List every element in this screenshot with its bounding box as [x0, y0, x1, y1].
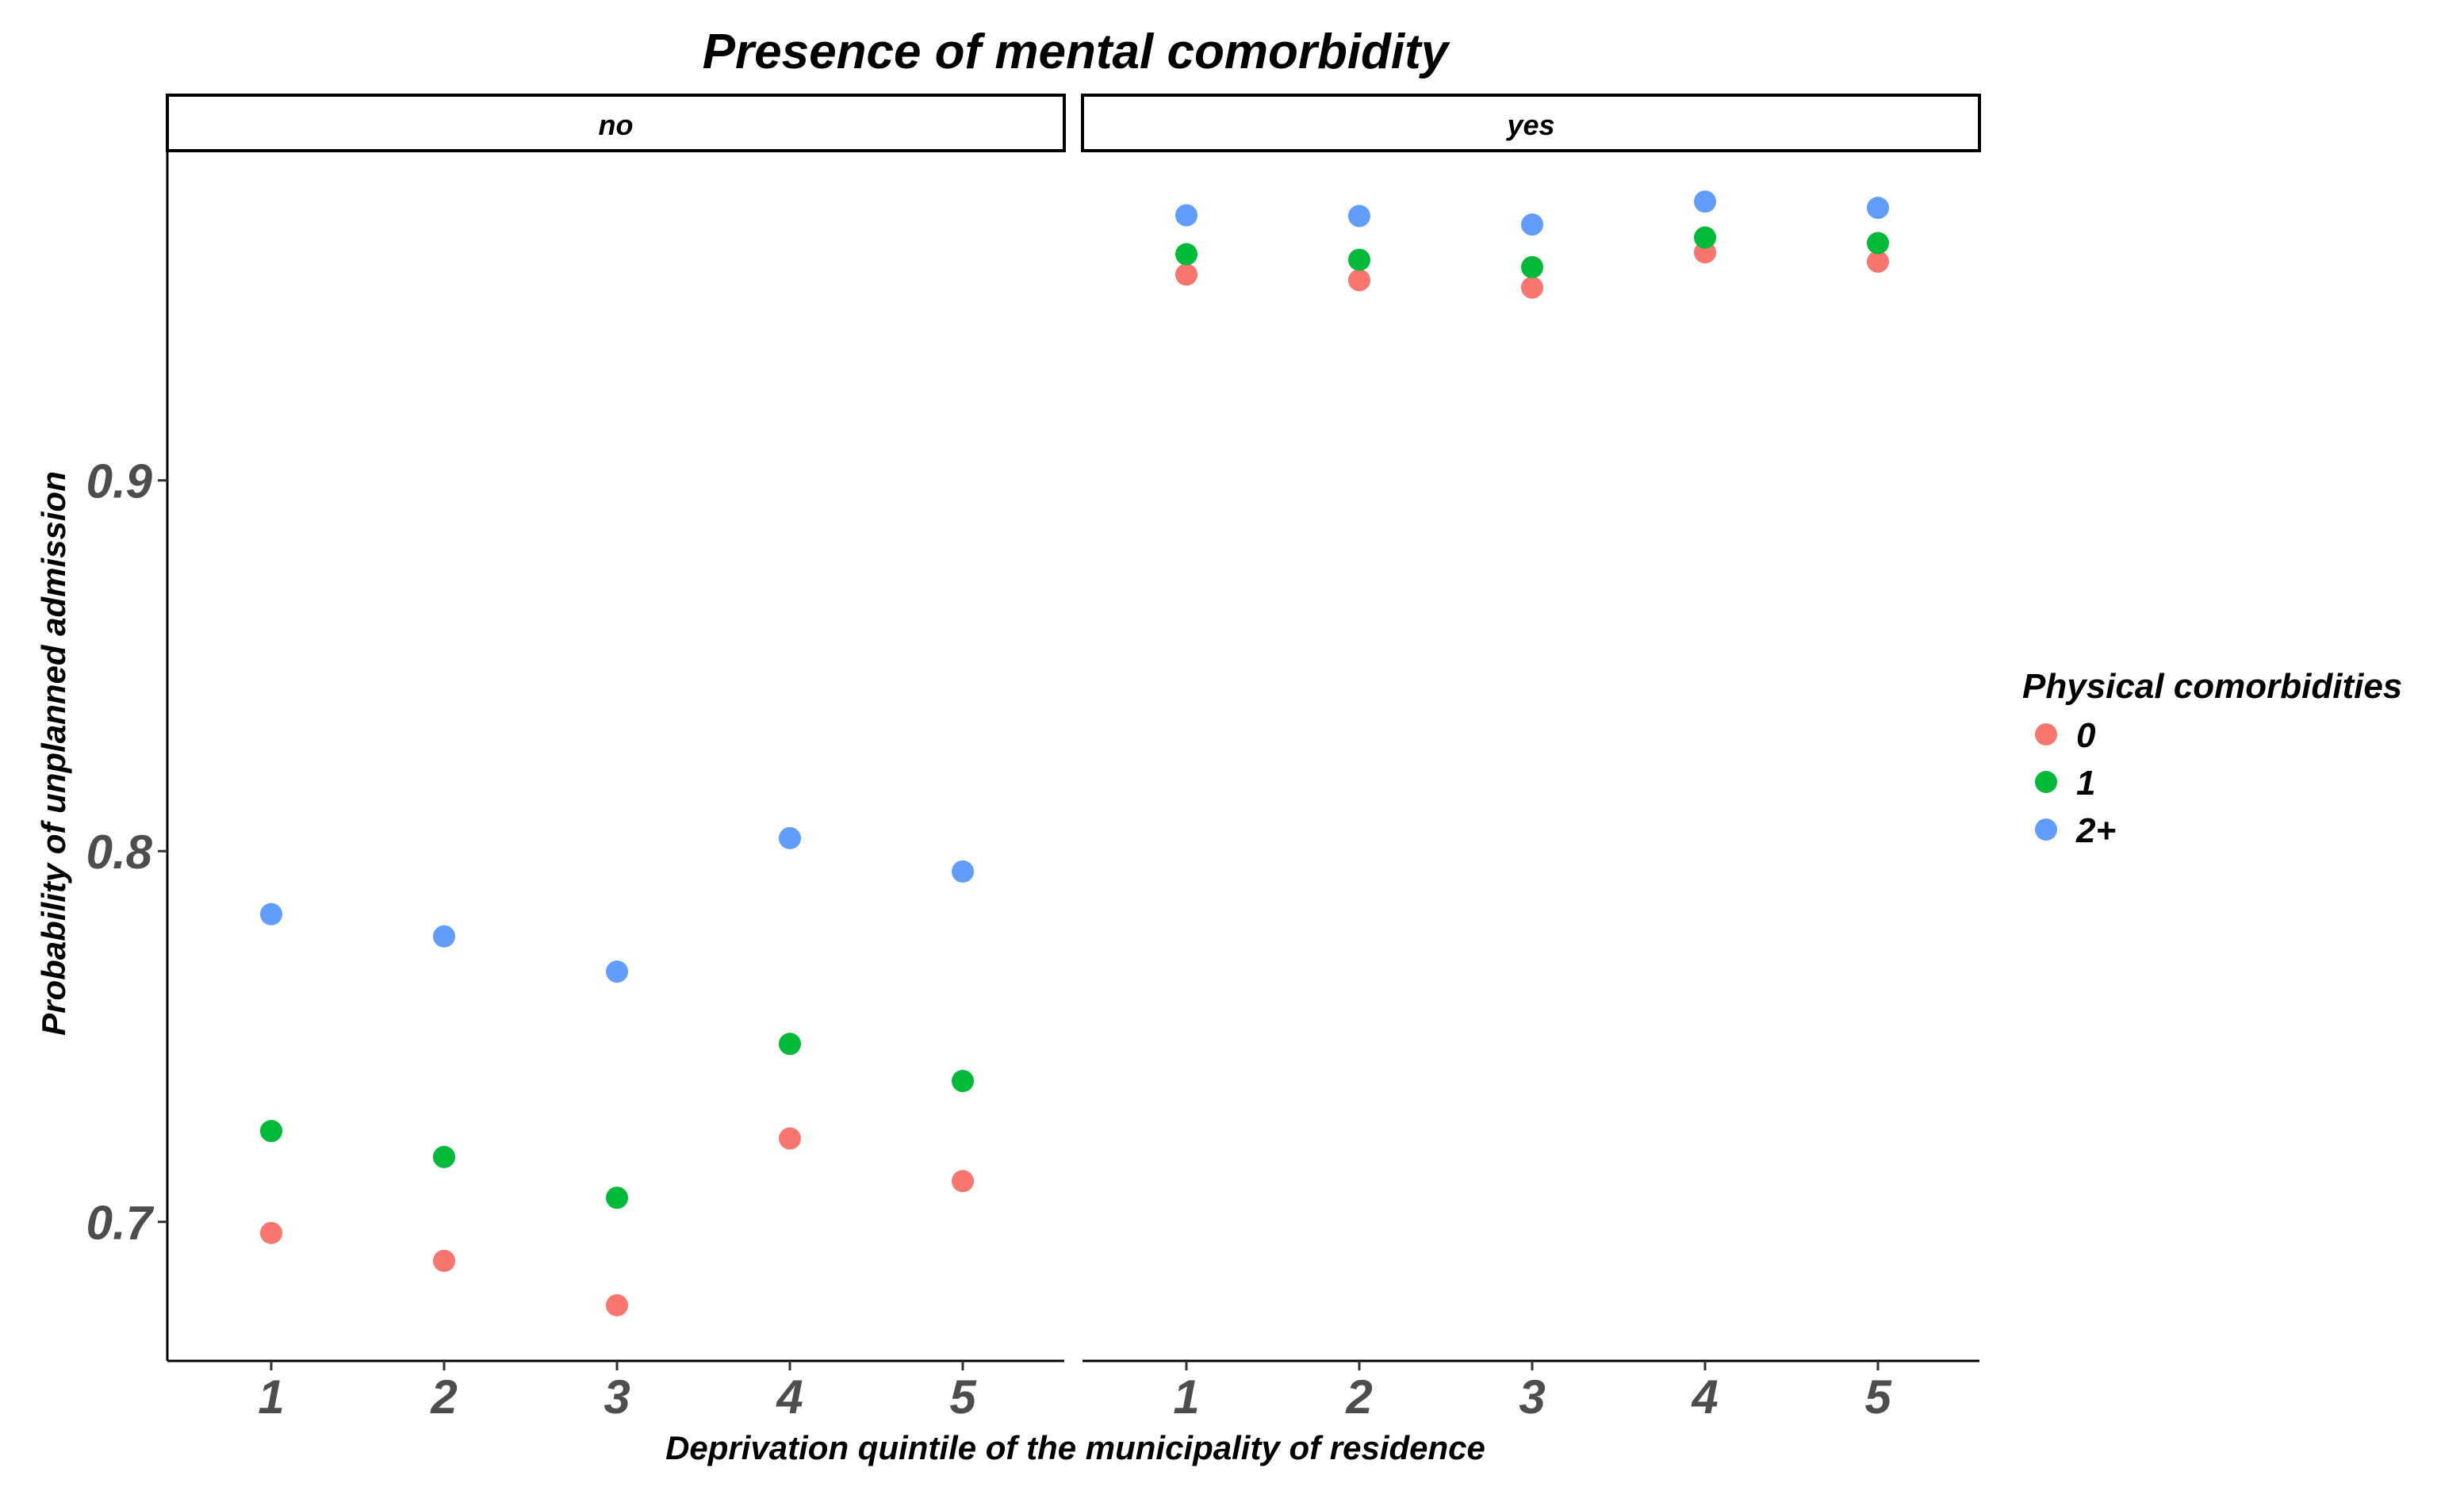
data-point-no-series-0-q1 — [260, 1221, 282, 1244]
x-tick-label: 4 — [1691, 1370, 1718, 1424]
data-point-yes-series-1-q4 — [1694, 226, 1716, 249]
x-tick-label: 5 — [1864, 1370, 1892, 1424]
data-point-no-series-1-q3 — [606, 1186, 628, 1209]
x-tick-label: 3 — [604, 1370, 630, 1424]
facet-panel-yes: yes 1 2 3 4 5 — [1081, 94, 1981, 1424]
legend-key-2+ — [2035, 818, 2057, 841]
x-tick-label: 1 — [1173, 1370, 1199, 1424]
facet-strip-label: yes — [1505, 109, 1554, 141]
data-point-yes-series-2+-q1 — [1175, 204, 1198, 227]
data-point-yes-series-0-q3 — [1521, 276, 1543, 299]
data-point-no-series-2+-q3 — [606, 960, 628, 983]
data-point-no-series-0-q3 — [606, 1293, 628, 1316]
data-point-yes-series-1-q2 — [1348, 248, 1370, 271]
data-point-no-series-1-q1 — [260, 1120, 282, 1143]
data-point-yes-series-0-q1 — [1175, 263, 1198, 286]
data-point-no-series-2+-q1 — [260, 903, 282, 926]
legend-label: 2+ — [2075, 811, 2116, 850]
legend-title: Physical comorbidities — [2022, 667, 2402, 706]
data-point-yes-series-2+-q5 — [1867, 197, 1889, 220]
y-tick-label: 0.8 — [86, 826, 153, 879]
legend-label: 0 — [2076, 716, 2096, 755]
data-point-yes-series-2+-q2 — [1348, 205, 1370, 228]
y-axis: 0.7 0.8 0.9 — [86, 152, 169, 1361]
chart-title: Presence of mental comorbidity — [703, 25, 1451, 79]
data-point-yes-series-1-q3 — [1521, 255, 1543, 278]
legend-label: 1 — [2076, 764, 2095, 803]
data-point-yes-series-0-q2 — [1348, 269, 1370, 292]
data-point-no-series-1-q4 — [779, 1033, 801, 1056]
x-axis-label: Deprivation quintile of the municipality… — [665, 1429, 1485, 1466]
facet-strip-no — [166, 94, 1066, 152]
facet-panels: no 1 2 3 4 5 yes 1 2 3 4 5 — [166, 94, 1981, 1424]
data-point-yes-series-0-q5 — [1867, 250, 1889, 273]
data-point-yes-series-2+-q4 — [1694, 190, 1716, 213]
data-point-yes-series-1-q1 — [1175, 243, 1198, 266]
data-point-no-series-2+-q2 — [433, 925, 455, 948]
x-tick-label: 2 — [430, 1370, 457, 1424]
x-tick-label: 3 — [1519, 1370, 1545, 1424]
data-point-no-series-1-q2 — [433, 1145, 455, 1168]
x-tick-label: 2 — [1345, 1370, 1372, 1424]
facet-strip-label: no — [599, 109, 634, 141]
y-tick-label: 0.7 — [86, 1197, 155, 1250]
facet-panel-no: no 1 2 3 4 5 — [166, 94, 1066, 1424]
data-point-no-series-0-q2 — [433, 1249, 455, 1272]
facet-strip-yes — [1081, 94, 1981, 152]
data-point-no-series-0-q5 — [952, 1170, 974, 1193]
x-tick-label: 1 — [258, 1370, 284, 1424]
data-point-no-series-1-q5 — [952, 1070, 974, 1093]
y-axis-label: Probability of unplanned admission — [35, 471, 72, 1036]
data-point-no-series-2+-q5 — [952, 860, 974, 883]
legend-key-0 — [2035, 723, 2057, 745]
data-point-no-series-2+-q4 — [779, 826, 801, 849]
x-tick-label: 5 — [949, 1370, 977, 1424]
data-point-yes-series-2+-q3 — [1521, 213, 1543, 236]
x-tick-label: 4 — [776, 1370, 803, 1424]
data-point-no-series-0-q4 — [779, 1127, 801, 1150]
legend-key-1 — [2035, 771, 2057, 793]
y-tick-label: 0.9 — [86, 455, 153, 508]
data-point-yes-series-1-q5 — [1867, 232, 1889, 255]
legend: Physical comorbidities 0 1 2+ — [2022, 667, 2402, 850]
